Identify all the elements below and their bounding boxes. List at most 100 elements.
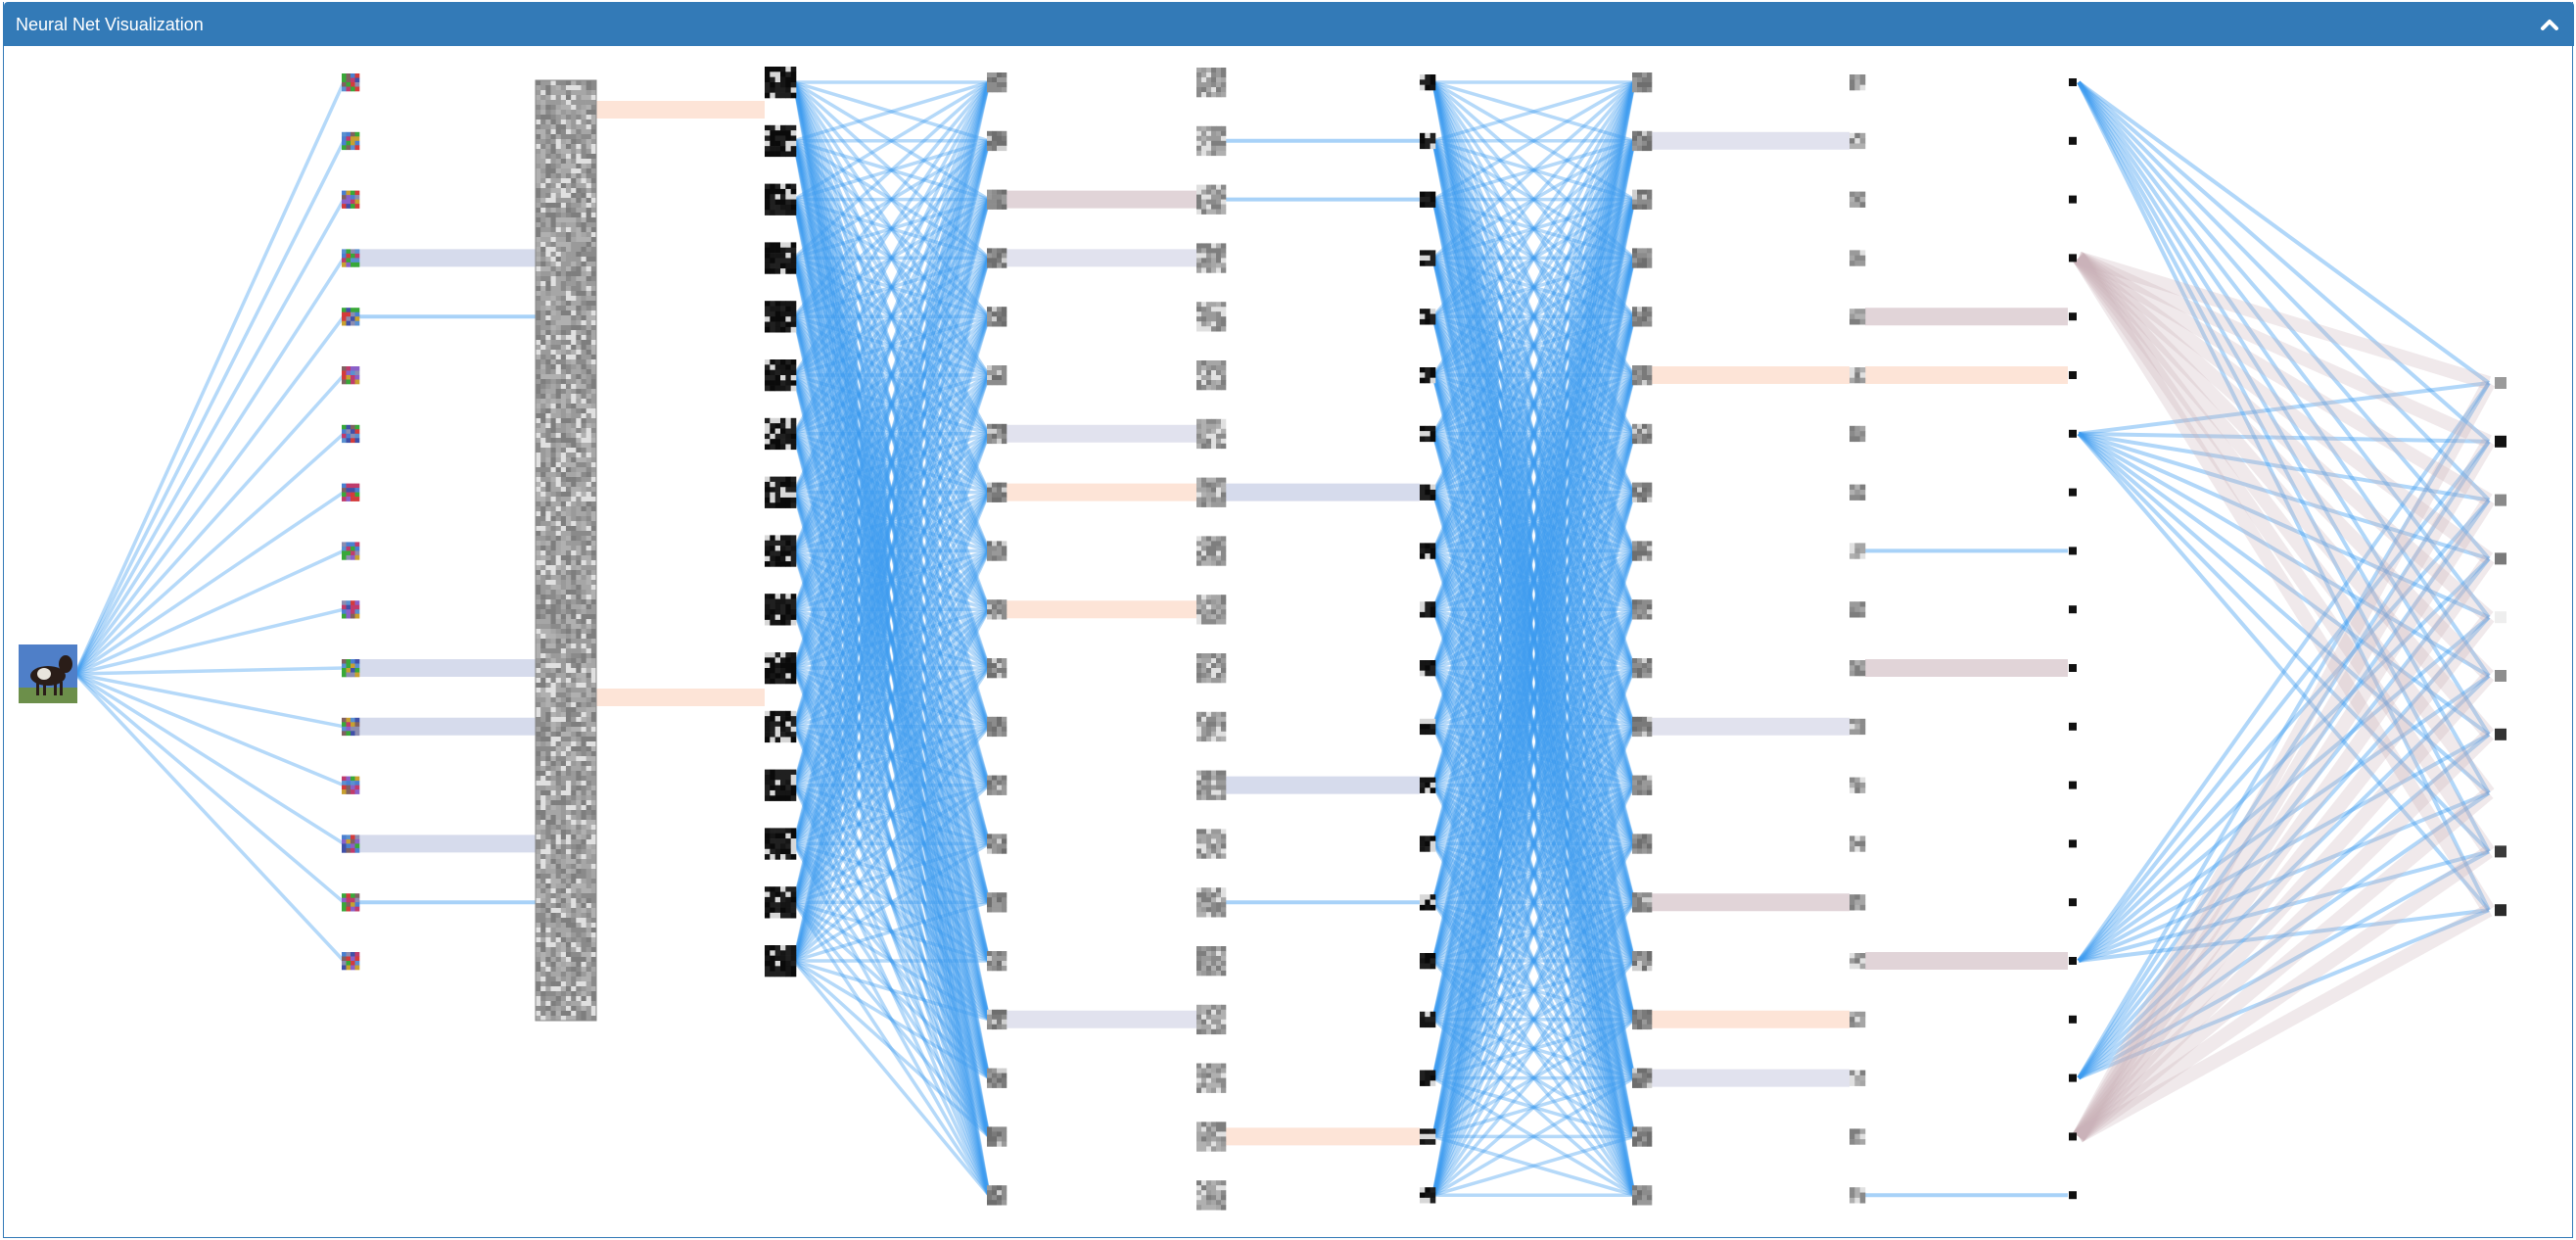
feature-map (342, 308, 360, 326)
fc-edge (792, 784, 991, 1196)
fc-edge (1431, 257, 1636, 436)
neuron-node (2069, 254, 2077, 262)
fc-edge (1432, 373, 1635, 495)
fc-edge (792, 81, 991, 669)
fc-edge (1431, 81, 1636, 494)
fc-edge (1431, 81, 1636, 435)
fc-edge (1431, 492, 1636, 1079)
fc-edge (793, 139, 990, 260)
fc-edge (1431, 198, 1636, 494)
fc-edge (1432, 607, 1635, 670)
fc-edge (792, 608, 991, 904)
fc-edge (792, 199, 991, 903)
fc-edge (73, 672, 346, 904)
feature-map (1420, 1070, 1436, 1086)
fc-edge (1431, 81, 1636, 962)
panel-heading: Neural Net Visualization (4, 2, 2574, 46)
feature-map (1850, 250, 1866, 266)
fc-edge (792, 140, 991, 1078)
feature-map (536, 80, 597, 140)
fc-edge (793, 256, 990, 318)
fc-edge (792, 549, 991, 904)
fc-edge (1431, 140, 1636, 552)
fc-edge (792, 140, 991, 610)
fc-edge (74, 607, 345, 676)
neuron-node (2069, 1015, 2077, 1024)
fc-edge (1432, 432, 1635, 552)
fc-edge (1431, 140, 1636, 610)
feature-map (1632, 541, 1653, 561)
fc-edge (792, 901, 991, 1138)
fc-edge (1431, 314, 1636, 494)
fc-edge (1432, 139, 1635, 202)
fc-edge (1432, 80, 1635, 143)
fc-edge (792, 491, 991, 1021)
fc-edge (792, 80, 991, 260)
feature-map (536, 315, 597, 375)
fc-edge (792, 433, 991, 903)
fc-edge (792, 140, 991, 610)
fc-edge (792, 373, 991, 552)
fc-edge (792, 257, 991, 611)
fc-edge (792, 491, 991, 787)
feature-map (765, 828, 797, 860)
fc-edge (1431, 433, 1636, 1079)
fc-edge (792, 374, 991, 962)
feature-map (1850, 425, 1866, 443)
fc-edge (792, 725, 991, 904)
fc-edge (792, 491, 991, 962)
fc-edge (1431, 198, 1636, 669)
fc-edge (792, 198, 991, 669)
fc-edge (1431, 374, 1636, 845)
fc-edge (792, 608, 991, 845)
fc-edge (792, 81, 991, 435)
fc-edge (792, 199, 991, 1078)
fc-edge (1431, 140, 1636, 1137)
fc-edge (793, 198, 990, 318)
feature-map (1632, 1068, 1653, 1088)
fc-edge (792, 491, 991, 903)
fc-edge (792, 257, 991, 611)
feature-map (987, 365, 1007, 386)
fc-edge (1432, 666, 1635, 787)
fc-edge (793, 373, 990, 495)
feature-map (765, 652, 797, 685)
fc-edge (792, 315, 991, 669)
feature-map (1850, 894, 1866, 911)
fc-edge (792, 257, 991, 844)
feature-map (765, 769, 797, 801)
feature-map (1196, 418, 1227, 450)
fc-edge (1431, 374, 1636, 669)
feature-map (342, 483, 360, 501)
fc-edge (793, 784, 990, 904)
fc-edge (1432, 256, 1635, 318)
neuron-node (2069, 195, 2077, 204)
fc-edge (792, 491, 991, 845)
fc-edge (1431, 433, 1636, 903)
feature-map (1196, 536, 1227, 566)
fc-edge (1431, 491, 1636, 845)
feature-map (1850, 367, 1866, 384)
fc-edge (792, 81, 991, 494)
fc-edge (74, 672, 345, 845)
fc-edge (1431, 140, 1636, 669)
fc-edge (792, 80, 991, 318)
fc-edge (792, 374, 991, 845)
feature-map (536, 903, 597, 963)
fc-edge (792, 373, 991, 611)
fc-edge (792, 140, 991, 787)
fc-edge (1432, 314, 1635, 377)
fc-edge (792, 608, 991, 962)
fc-edge (1431, 666, 1636, 845)
softmax-node (2495, 728, 2506, 740)
fc-edge (792, 315, 991, 1021)
feature-map (342, 600, 360, 619)
fc-edge (792, 432, 991, 728)
fc-edge (1431, 257, 1636, 1021)
fc-edge (793, 607, 990, 729)
fc-edge (792, 433, 991, 1079)
collapse-toggle-button[interactable] (2535, 10, 2564, 39)
feature-map (1420, 74, 1436, 91)
feature-map (1632, 599, 1653, 620)
feature-map (536, 198, 597, 258)
